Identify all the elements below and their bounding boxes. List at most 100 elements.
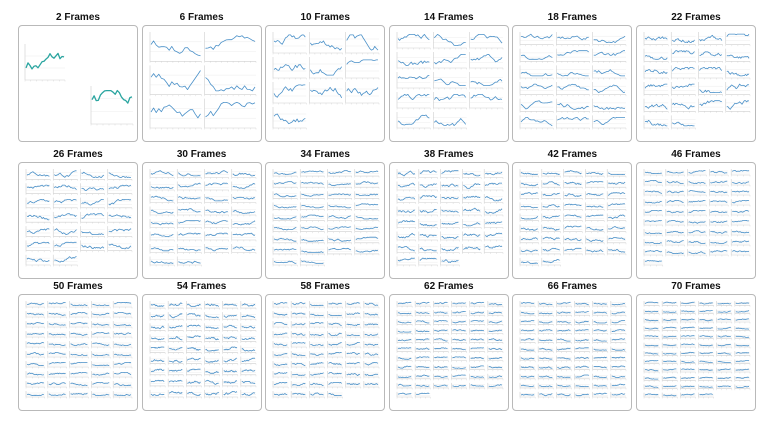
subplot-46 bbox=[643, 259, 663, 267]
subplot-10 bbox=[450, 310, 467, 317]
subplot-2 bbox=[90, 86, 134, 126]
subplot-12 bbox=[354, 191, 380, 200]
subplot-20 bbox=[725, 98, 751, 113]
subplot-14 bbox=[300, 202, 325, 211]
series-line bbox=[470, 33, 503, 44]
subplot-1 bbox=[25, 301, 45, 309]
subplot-grid bbox=[24, 44, 134, 126]
series-line bbox=[204, 303, 219, 307]
series-line bbox=[644, 171, 662, 175]
frames-panel-62: 62 Frames bbox=[388, 280, 509, 411]
subplot-19 bbox=[80, 226, 105, 238]
series-line bbox=[241, 392, 255, 396]
series-line bbox=[397, 182, 415, 188]
series-line bbox=[346, 352, 360, 355]
subplot-38 bbox=[69, 371, 89, 379]
subplot-12 bbox=[47, 321, 67, 329]
series-line bbox=[521, 205, 539, 209]
subplot-15 bbox=[607, 191, 627, 200]
series-line bbox=[521, 100, 553, 110]
subplot-2 bbox=[432, 32, 467, 50]
series-line bbox=[150, 337, 165, 341]
series-line bbox=[310, 313, 324, 317]
subplot-21 bbox=[25, 341, 45, 349]
subplot-1 bbox=[24, 44, 66, 82]
subplot-14 bbox=[91, 321, 111, 329]
subplot-8 bbox=[414, 310, 431, 317]
series-line bbox=[364, 352, 379, 356]
series-line bbox=[397, 94, 430, 100]
series-line bbox=[70, 372, 88, 375]
subplot-25 bbox=[25, 254, 51, 267]
subplot-31 bbox=[520, 235, 540, 245]
series-line bbox=[397, 301, 412, 305]
subplot-31 bbox=[272, 351, 289, 359]
panel-plot-area bbox=[18, 25, 138, 142]
series-line bbox=[274, 171, 297, 176]
series-line bbox=[273, 312, 288, 316]
subplot-44 bbox=[709, 249, 729, 257]
series-line bbox=[204, 77, 255, 92]
subplot-21 bbox=[520, 213, 540, 223]
series-line bbox=[462, 195, 481, 199]
series-line bbox=[470, 311, 484, 315]
subplot-14 bbox=[432, 112, 467, 130]
series-line bbox=[328, 352, 342, 355]
series-line bbox=[542, 192, 561, 196]
subplot-41 bbox=[221, 367, 238, 377]
subplot-14 bbox=[414, 319, 431, 326]
subplot-13 bbox=[687, 189, 707, 197]
series-line bbox=[521, 261, 539, 264]
series-line bbox=[48, 323, 66, 326]
series-line bbox=[108, 184, 132, 190]
series-line bbox=[732, 170, 750, 172]
series-line bbox=[608, 172, 626, 176]
subplot-2 bbox=[167, 301, 184, 310]
series-line bbox=[92, 303, 110, 307]
series-line bbox=[328, 215, 352, 220]
series-line bbox=[150, 314, 164, 318]
series-line bbox=[54, 170, 77, 178]
subplot-grid bbox=[396, 32, 503, 130]
series-line bbox=[113, 332, 132, 336]
subplot-32 bbox=[665, 229, 685, 237]
series-line bbox=[223, 314, 237, 318]
subplot-28 bbox=[354, 235, 380, 245]
series-line bbox=[688, 181, 706, 185]
series-line bbox=[542, 259, 561, 264]
series-line bbox=[204, 391, 219, 396]
subplot-24 bbox=[231, 231, 256, 242]
subplot-12 bbox=[240, 312, 256, 321]
subplot-12 bbox=[725, 65, 751, 80]
series-line bbox=[92, 353, 110, 356]
series-line bbox=[108, 214, 132, 219]
subplot-11 bbox=[432, 92, 467, 110]
panel-title: 62 Frames bbox=[424, 281, 474, 292]
panel-plot-area bbox=[636, 162, 756, 279]
subplot-14 bbox=[176, 206, 202, 217]
subplot-1 bbox=[149, 32, 202, 63]
subplot-36 bbox=[25, 371, 45, 379]
series-line bbox=[328, 302, 343, 305]
subplot-1 bbox=[149, 169, 175, 179]
frames-panel-6: 6 Frames bbox=[141, 11, 262, 142]
series-line bbox=[223, 346, 237, 351]
subplot-27 bbox=[418, 231, 438, 242]
subplot-18 bbox=[670, 98, 696, 113]
series-line bbox=[521, 83, 553, 90]
series-line bbox=[204, 379, 219, 385]
series-line bbox=[452, 302, 466, 305]
subplot-15 bbox=[203, 206, 229, 217]
frames-panel-42: 42 Frames bbox=[512, 148, 633, 279]
series-line bbox=[27, 312, 44, 316]
series-line bbox=[644, 220, 662, 222]
series-line bbox=[542, 204, 561, 208]
subplot-18 bbox=[563, 202, 583, 211]
series-line bbox=[688, 251, 706, 254]
subplot-27 bbox=[541, 224, 562, 234]
subplot-38 bbox=[687, 239, 707, 247]
subplot-35 bbox=[345, 351, 362, 359]
series-line bbox=[484, 245, 502, 249]
subplot-22 bbox=[52, 240, 78, 253]
